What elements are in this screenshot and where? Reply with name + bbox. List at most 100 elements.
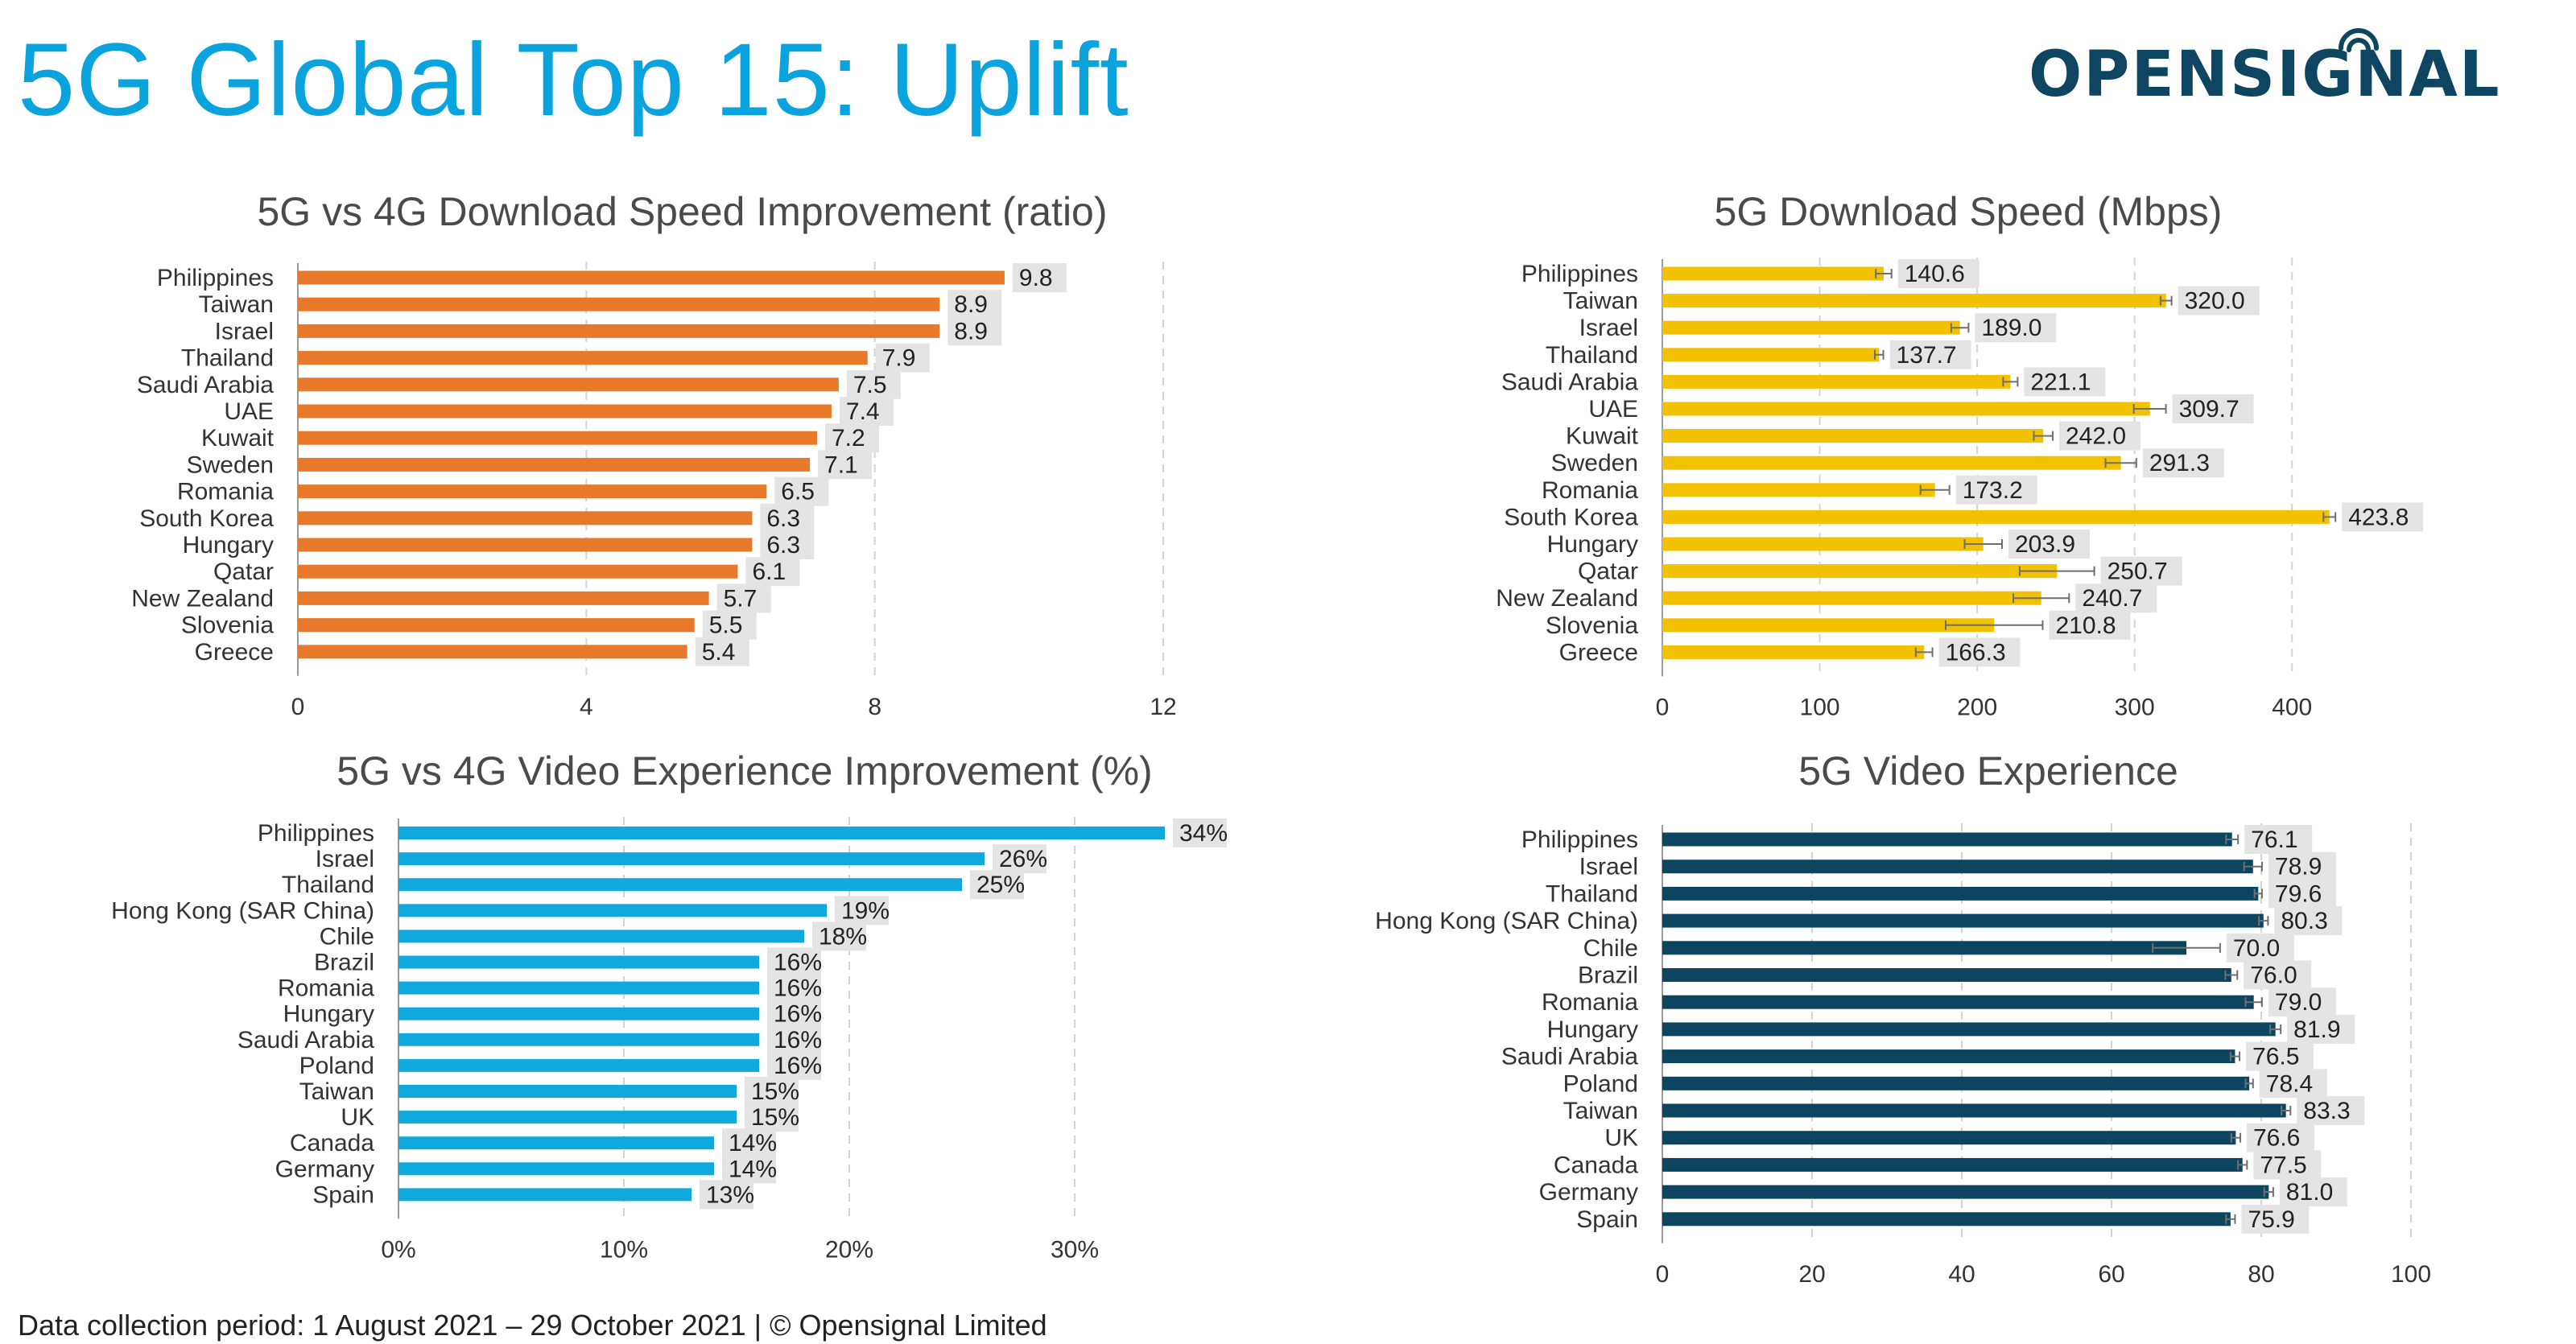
- data-label-bg: [839, 397, 894, 426]
- data-label-bg: [1955, 475, 2037, 505]
- chart-title: 5G Video Experience: [1798, 748, 2178, 794]
- bar: [398, 1033, 759, 1046]
- data-label: 13%: [706, 1181, 754, 1208]
- bar: [1662, 860, 2253, 874]
- category-label: Romania: [1542, 477, 1638, 504]
- bar: [1662, 1185, 2269, 1199]
- category-label: Romania: [177, 479, 274, 505]
- category-label: South Korea: [139, 505, 274, 532]
- category-label: Spain: [312, 1181, 374, 1208]
- category-label: UAE: [1588, 396, 1638, 423]
- x-tick-label: 30%: [1051, 1236, 1099, 1263]
- bar: [398, 930, 804, 943]
- data-label-bg: [2268, 851, 2336, 881]
- data-label: 7.4: [846, 398, 880, 425]
- category-label: Saudi Arabia: [137, 372, 274, 398]
- bar: [298, 404, 832, 418]
- data-label-bg: [2049, 610, 2131, 640]
- category-label: Taiwan: [1563, 1098, 1638, 1124]
- data-label: 76.0: [2250, 963, 2297, 989]
- data-label: 9.8: [1019, 265, 1053, 291]
- bar: [1662, 832, 2232, 847]
- category-label: Hong Kong (SAR China): [111, 897, 374, 924]
- data-label-bg: [2058, 421, 2140, 451]
- data-label: 320.0: [2185, 288, 2245, 315]
- category-label: Canada: [1554, 1152, 1638, 1178]
- data-label: 291.3: [2149, 450, 2210, 476]
- category-label: Taiwan: [299, 1078, 374, 1105]
- x-tick-label: 100: [2391, 1261, 2431, 1288]
- data-label-bg: [767, 973, 821, 1003]
- bar: [298, 324, 940, 338]
- category-label: New Zealand: [1496, 585, 1638, 612]
- data-label-bg: [2246, 1123, 2314, 1152]
- data-label-bg: [2244, 825, 2313, 854]
- bar: [398, 904, 827, 917]
- signal-icon: [2339, 28, 2379, 52]
- bar: [1662, 456, 2121, 470]
- bar: [1662, 483, 1935, 497]
- data-label-bg: [760, 530, 815, 559]
- category-label: Qatar: [1578, 559, 1638, 585]
- bar: [1662, 1157, 2243, 1172]
- data-label-bg: [835, 896, 889, 926]
- data-label-bg: [875, 343, 930, 373]
- data-label-bg: [947, 290, 1002, 320]
- data-label: 6.3: [766, 505, 800, 532]
- data-label-bg: [767, 947, 821, 977]
- data-label: 6.1: [752, 559, 786, 585]
- data-label: 16%: [774, 975, 822, 1002]
- category-label: Canada: [290, 1130, 374, 1156]
- bar: [1662, 968, 2231, 982]
- category-label: Israel: [316, 846, 374, 872]
- data-label: 221.1: [2030, 369, 2091, 395]
- category-label: UK: [1604, 1125, 1638, 1152]
- category-label: Qatar: [213, 559, 274, 585]
- data-label: 81.9: [2293, 1016, 2340, 1043]
- data-label: 166.3: [1946, 639, 2006, 666]
- data-label: 77.5: [2260, 1152, 2306, 1178]
- category-label: Thailand: [1546, 880, 1638, 907]
- category-label: Israel: [215, 318, 274, 344]
- data-label: 16%: [774, 950, 822, 976]
- bar: [398, 827, 1165, 839]
- data-label: 16%: [774, 1001, 822, 1028]
- category-label: Poland: [1563, 1070, 1638, 1097]
- category-label: Israel: [1579, 315, 1638, 341]
- bar: [398, 878, 962, 892]
- bar: [1662, 1049, 2235, 1064]
- data-label: 250.7: [2107, 559, 2168, 585]
- x-tick-label: 80: [2248, 1261, 2274, 1288]
- data-label: 140.6: [1905, 261, 1965, 287]
- data-label: 240.7: [2082, 585, 2142, 612]
- category-label: Sweden: [187, 451, 274, 478]
- category-label: Germany: [275, 1156, 374, 1182]
- bar: [398, 1007, 759, 1020]
- bar: [298, 484, 767, 499]
- data-label: 18%: [819, 923, 867, 950]
- data-label-bg: [722, 1128, 776, 1158]
- bar: [398, 981, 759, 995]
- data-label-bg: [1012, 263, 1067, 292]
- data-label-bg: [2246, 1041, 2314, 1071]
- bar: [398, 1111, 737, 1124]
- category-label: Saudi Arabia: [1501, 1044, 1638, 1070]
- bar: [298, 297, 940, 311]
- bar: [1662, 913, 2264, 928]
- category-label: Spain: [1576, 1206, 1638, 1233]
- bar: [1662, 294, 2166, 308]
- data-label: 81.0: [2286, 1179, 2333, 1206]
- data-label-bg: [722, 1154, 776, 1184]
- category-label: Hong Kong (SAR China): [1375, 908, 1638, 934]
- category-label: UK: [341, 1104, 374, 1131]
- data-label: 137.7: [1897, 342, 1957, 369]
- bar: [1662, 995, 2254, 1009]
- bar: [298, 351, 868, 365]
- data-label-bg: [970, 870, 1024, 900]
- data-label-bg: [2100, 556, 2182, 586]
- data-label-bg: [774, 476, 829, 506]
- x-tick-label: 4: [580, 694, 593, 720]
- bar: [1662, 537, 1984, 551]
- data-label: 7.1: [824, 451, 858, 478]
- data-label-bg: [818, 450, 873, 480]
